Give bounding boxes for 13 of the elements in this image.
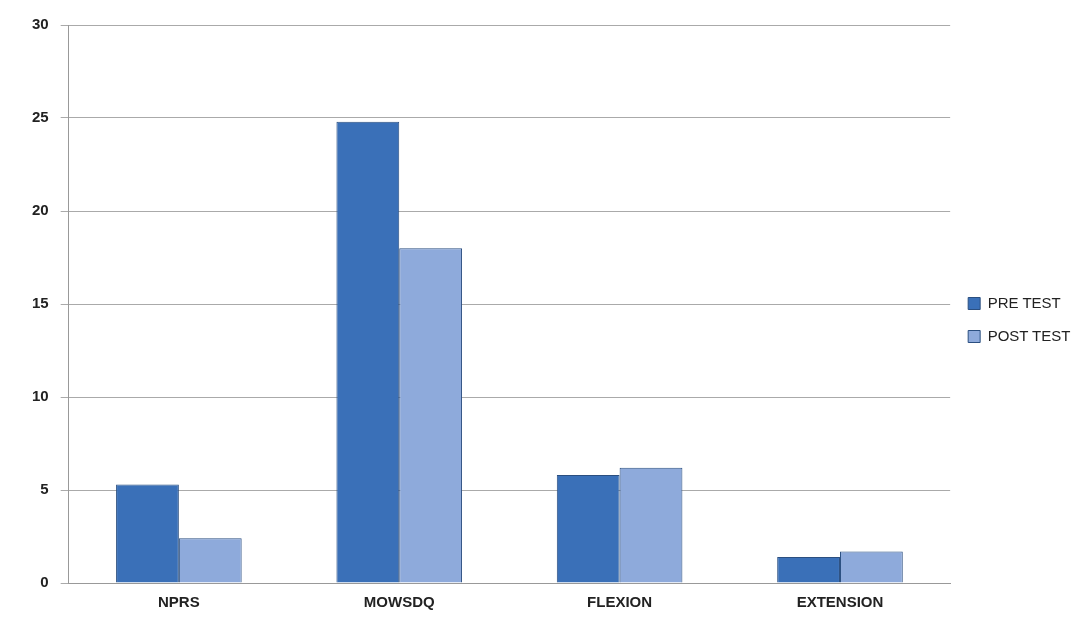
y-tick-label: 30: [32, 15, 49, 33]
x-tick-label: FLEXION: [587, 593, 653, 611]
x-tick-label: NPRS: [158, 593, 200, 611]
legend-label: POST TEST: [987, 326, 1071, 344]
y-tick-label: 25: [32, 108, 49, 126]
y-tick-label: 0: [40, 573, 49, 591]
legend-label: PRE TEST: [987, 293, 1061, 311]
y-tick-label: 5: [40, 480, 49, 498]
x-tick-label: MOWSDQ: [363, 593, 435, 611]
x-tick-label: EXTENSION: [796, 593, 884, 611]
y-tick-label: 20: [32, 201, 49, 219]
y-tick-label: 10: [32, 387, 49, 405]
y-tick-label: 15: [32, 294, 49, 312]
